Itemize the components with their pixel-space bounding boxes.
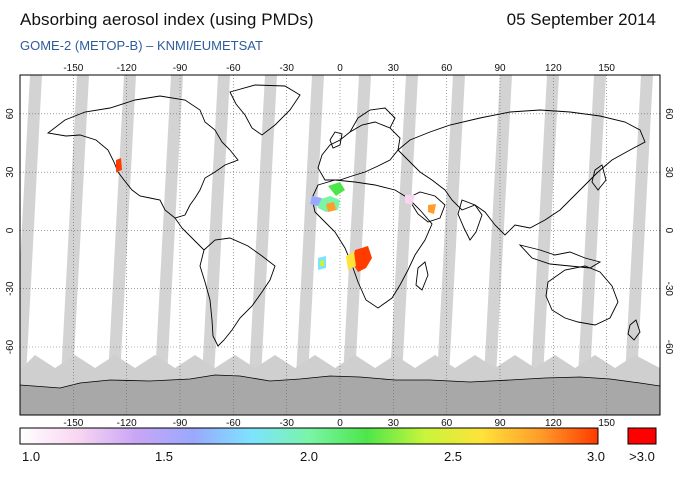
swath-gap-band xyxy=(247,75,277,415)
coast-madagascar xyxy=(415,261,429,291)
swath-gap-band xyxy=(20,75,42,415)
coast-greenland xyxy=(229,84,301,136)
lat-label-left: -30 xyxy=(5,281,16,296)
lon-label-bottom: -60 xyxy=(226,418,241,429)
lat-label-left: 60 xyxy=(5,108,16,120)
swath-gap-band xyxy=(59,75,89,415)
coast-japan xyxy=(591,164,607,191)
coast-scandinavia xyxy=(349,107,396,133)
swath-gap-band xyxy=(153,75,183,415)
colorbar-overflow-label: >3.0 xyxy=(629,449,655,464)
lon-label-bottom: -90 xyxy=(173,418,188,429)
lon-label-top: -30 xyxy=(279,63,294,74)
lon-label-top: 30 xyxy=(388,63,400,74)
hotspot-atlantic-plume xyxy=(310,196,322,206)
swath-gap-band xyxy=(529,75,559,415)
page-title: Absorbing aerosol index (using PMDs) xyxy=(20,10,314,29)
lon-label-bottom: -30 xyxy=(279,418,294,429)
colorbar-label-1-0: 1.0 xyxy=(22,449,41,464)
lon-label-bottom: 60 xyxy=(441,418,453,429)
lon-label-bottom: 0 xyxy=(337,418,343,429)
map-border xyxy=(19,74,661,416)
hotspot-angola-fringe xyxy=(346,252,356,270)
lon-label-top: -150 xyxy=(63,63,83,74)
lat-label-right: -30 xyxy=(663,281,674,296)
coast-south-america xyxy=(199,237,276,347)
swath-gap-band xyxy=(482,75,512,415)
subtitle: GOME-2 (METOP-B) – KNMI/EUMETSAT xyxy=(20,38,263,53)
lon-label-top: 150 xyxy=(598,63,615,74)
lon-label-top: 90 xyxy=(494,63,506,74)
swath-gap-band xyxy=(341,75,371,415)
coast-central-america xyxy=(174,217,205,251)
coast-africa xyxy=(311,179,433,309)
coastlines xyxy=(46,84,646,347)
coast-australia xyxy=(545,265,619,326)
hotspot-east-africa xyxy=(405,195,415,205)
swath-gap-band xyxy=(623,75,653,415)
coast-indonesia xyxy=(518,244,602,269)
hotspot-red-sea xyxy=(428,204,436,214)
longitude-labels-bottom: -150 -120 -90 -60 -30 0 30 60 90 120 150 xyxy=(63,418,615,429)
swath-gap-band xyxy=(576,75,606,415)
lon-label-top: -60 xyxy=(226,63,241,74)
coast-british-isles xyxy=(329,131,343,149)
lat-label-left: 30 xyxy=(5,166,16,178)
swath-gap-band xyxy=(435,75,465,415)
aerosol-hotspots xyxy=(116,158,436,272)
latitude-labels-left: 60 30 0 -30 -60 xyxy=(5,108,16,354)
hotspot-angola xyxy=(352,246,372,272)
colorbar-label-2-0: 2.0 xyxy=(299,449,319,464)
colorbar-label-3-0: 3.0 xyxy=(586,449,606,464)
swath-gap-band xyxy=(388,75,418,415)
swath-gap-band xyxy=(294,75,324,415)
hotspot-sahara xyxy=(328,182,345,196)
coast-arabia xyxy=(407,191,446,223)
latitude-labels-right: 60 30 0 -30 -60 xyxy=(663,108,674,354)
coast-new-zealand xyxy=(627,319,641,341)
colorbar xyxy=(19,427,599,445)
swath-gap-band xyxy=(200,75,230,415)
hotspot-california xyxy=(116,158,122,172)
swath-gaps xyxy=(20,75,653,415)
colorbar-label-1-5: 1.5 xyxy=(154,449,174,464)
lon-label-bottom: 150 xyxy=(598,418,615,429)
colorbar-label-2-5: 2.5 xyxy=(443,449,463,464)
lat-label-left: -60 xyxy=(5,339,16,354)
colorbar-overflow-swatch xyxy=(627,427,657,445)
lon-label-bottom: 30 xyxy=(388,418,400,429)
lat-label-right: 30 xyxy=(663,167,674,179)
lon-label-bottom: -150 xyxy=(63,418,83,429)
lat-label-left: 0 xyxy=(5,227,16,233)
lon-label-top: 60 xyxy=(441,63,453,74)
lon-label-top: 0 xyxy=(337,63,343,74)
lon-label-bottom: 120 xyxy=(545,418,562,429)
lat-label-right: 0 xyxy=(663,228,674,234)
lon-label-top: -90 xyxy=(173,63,188,74)
hotspot-south-atlantic-core xyxy=(320,260,324,266)
swath-gap-band xyxy=(106,75,136,415)
lon-label-top: -120 xyxy=(117,63,137,74)
longitude-labels-top: -150 -120 -90 -60 -30 0 30 60 90 120 150 xyxy=(63,63,615,74)
lon-label-bottom: -120 xyxy=(117,418,137,429)
lat-label-right: 60 xyxy=(663,108,674,120)
coast-india xyxy=(457,199,483,241)
coast-asia xyxy=(397,109,646,236)
lon-label-top: 120 xyxy=(545,63,562,74)
date-label: 05 September 2014 xyxy=(506,10,656,29)
lon-label-bottom: 90 xyxy=(494,418,506,429)
lat-label-right: -60 xyxy=(663,340,674,355)
hotspot-west-africa xyxy=(326,202,336,212)
